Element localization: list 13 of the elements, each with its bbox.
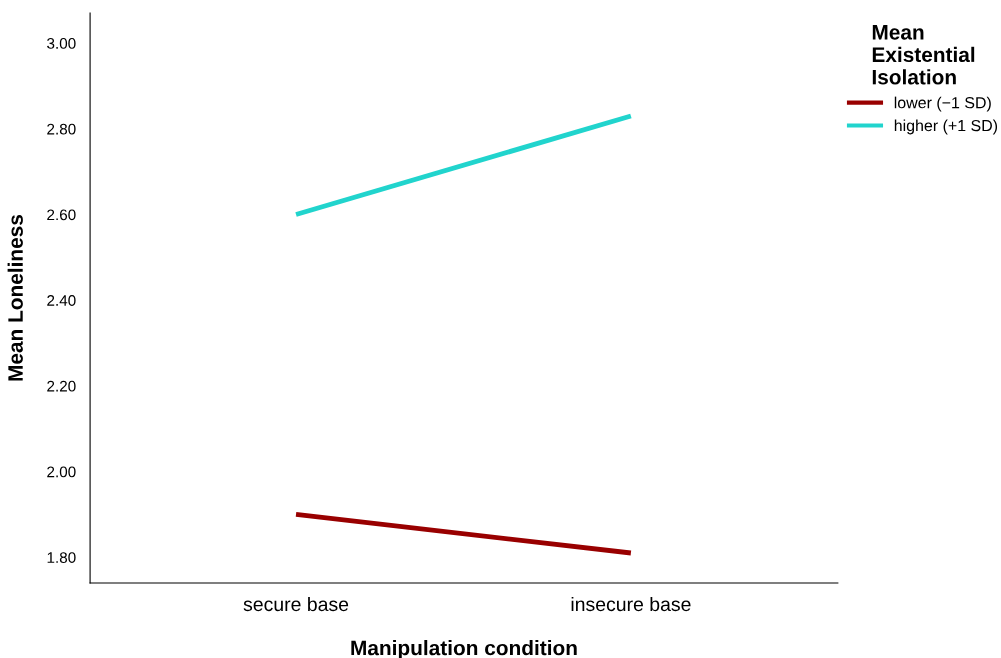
x-tick-label: secure base: [243, 596, 349, 612]
y-tick-label: 2.40: [47, 295, 76, 306]
legend-label: lower (−1 SD): [894, 96, 991, 112]
y-tick-label: 1.80: [47, 552, 76, 563]
y-tick-label: 2.20: [47, 380, 76, 392]
y-axis-title: Mean Loneliness: [7, 214, 23, 381]
legend-label: higher (+1 SD): [894, 119, 998, 135]
y-tick-label: 2.60: [47, 209, 76, 221]
legend-title: Mean Existential Isolation: [872, 25, 975, 85]
x-tick-label: insecure base: [571, 596, 691, 612]
y-tick-label: 2.00: [47, 466, 76, 478]
y-tick-label: 3.00: [47, 38, 76, 49]
y-tick-label: 2.80: [47, 123, 76, 135]
